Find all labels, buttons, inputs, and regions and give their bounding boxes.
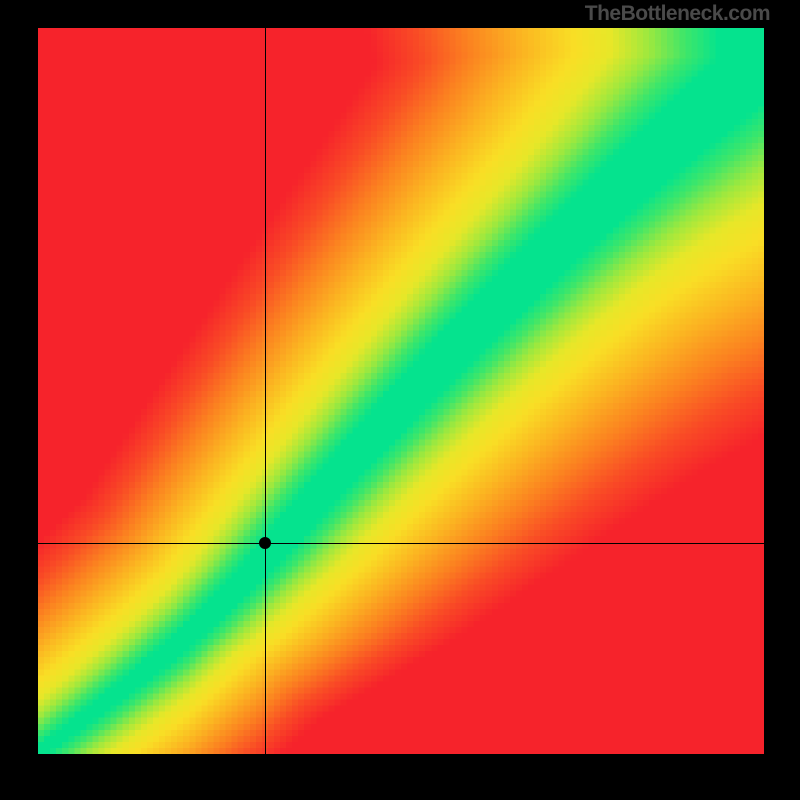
crosshair-horizontal [38, 543, 764, 544]
watermark-text: TheBottleneck.com [585, 2, 770, 26]
chart-container: TheBottleneck.com [0, 0, 800, 800]
crosshair-vertical [265, 28, 266, 754]
data-point-marker [259, 537, 271, 549]
heatmap-canvas [38, 28, 764, 754]
plot-area [38, 28, 764, 754]
